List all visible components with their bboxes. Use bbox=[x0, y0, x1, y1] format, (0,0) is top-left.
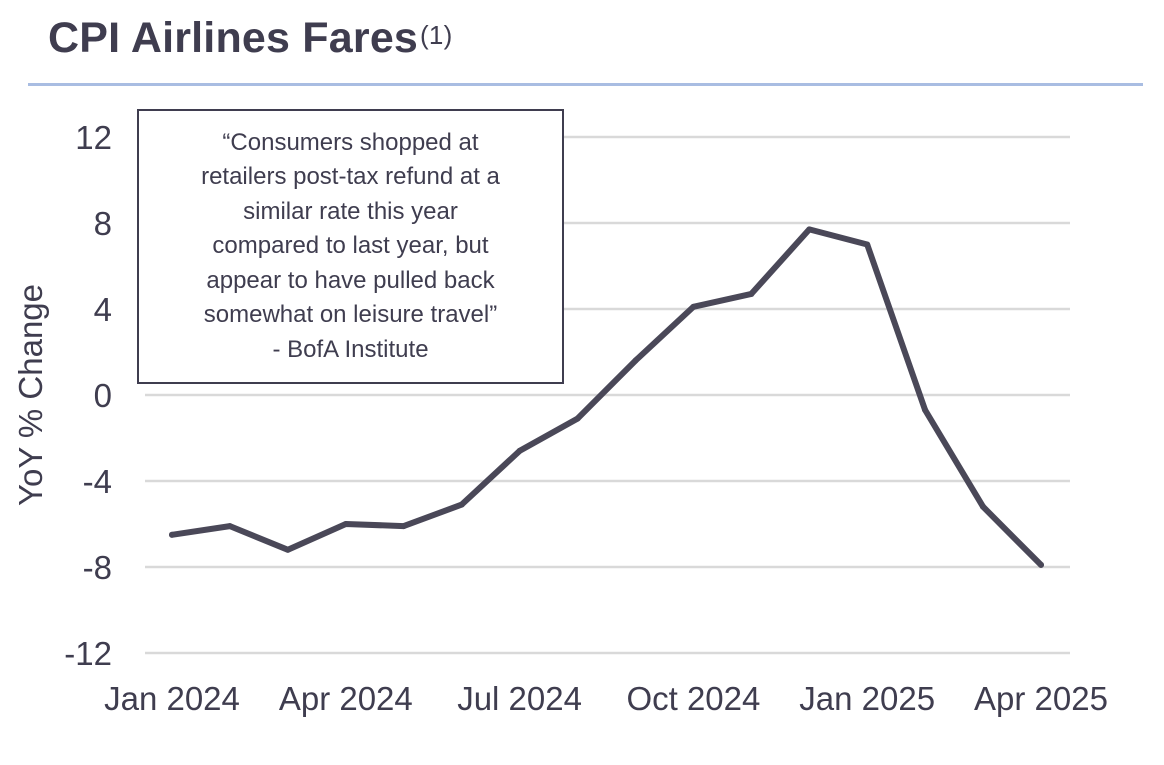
data-point bbox=[806, 226, 813, 233]
quote-line: similar rate this year bbox=[243, 197, 458, 225]
chart-title-footnote: (1) bbox=[420, 20, 453, 50]
data-point bbox=[748, 290, 755, 297]
chart-title-text: CPI Airlines Fares bbox=[48, 14, 419, 62]
data-point bbox=[980, 503, 987, 510]
y-tick-label: 4 bbox=[94, 291, 112, 328]
x-tick-label: Apr 2024 bbox=[279, 680, 413, 717]
data-point bbox=[864, 241, 871, 248]
data-point bbox=[226, 523, 233, 530]
quote-line: compared to last year, but bbox=[212, 232, 489, 260]
quote-line: “Consumers shopped at bbox=[222, 128, 479, 156]
x-tick-label: Jul 2024 bbox=[457, 680, 582, 717]
data-point bbox=[169, 531, 175, 538]
y-tick-label: -12 bbox=[64, 635, 112, 672]
data-point bbox=[284, 546, 291, 553]
x-tick-label: Oct 2024 bbox=[626, 680, 760, 717]
chart-title: CPI Airlines Fares(1) bbox=[48, 14, 452, 63]
data-point bbox=[342, 521, 349, 527]
y-tick-label: -8 bbox=[83, 549, 112, 586]
y-tick-label: 0 bbox=[94, 377, 112, 414]
x-tick-label: Jan 2025 bbox=[799, 680, 935, 717]
x-tick-label: Jan 2024 bbox=[104, 680, 240, 717]
data-point bbox=[632, 357, 639, 364]
y-axis-label: YoY % Change bbox=[12, 284, 49, 506]
quote-line: appear to have pulled back bbox=[206, 266, 495, 294]
quote-attribution: - BofA Institute bbox=[272, 335, 429, 363]
quote-text: “Consumers shopped at retailers post-tax… bbox=[146, 126, 556, 368]
title-divider bbox=[28, 83, 1143, 86]
data-point bbox=[922, 407, 929, 414]
series-group bbox=[169, 226, 1044, 568]
y-tick-label: 12 bbox=[75, 119, 112, 156]
x-tick-label: Apr 2025 bbox=[974, 680, 1108, 717]
quote-callout: “Consumers shopped at retailers post-tax… bbox=[137, 109, 564, 384]
data-point bbox=[1038, 561, 1044, 568]
quote-line: retailers post-tax refund at a bbox=[201, 163, 500, 191]
quote-line: somewhat on leisure travel” bbox=[203, 301, 498, 329]
data-point bbox=[400, 523, 407, 530]
series-line bbox=[169, 226, 1044, 568]
data-point bbox=[516, 447, 523, 454]
data-point bbox=[690, 303, 697, 310]
x-axis-ticks: Jan 2024 Apr 2024 Jul 2024 Oct 2024 Jan 2025… bbox=[104, 680, 1108, 717]
data-point bbox=[574, 415, 581, 422]
y-tick-label: 8 bbox=[94, 205, 112, 242]
y-axis-ticks: 12 8 4 0 -4 -8 -12 bbox=[64, 119, 112, 672]
data-point bbox=[458, 501, 465, 508]
y-tick-label: -4 bbox=[83, 463, 112, 500]
